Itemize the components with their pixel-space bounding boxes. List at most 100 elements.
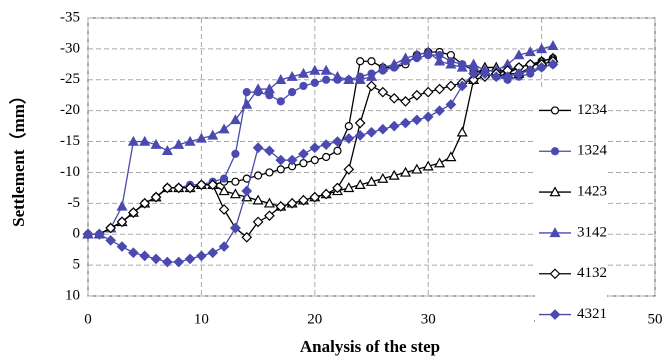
marker — [286, 154, 298, 166]
marker — [332, 136, 343, 147]
marker — [286, 70, 298, 81]
marker — [82, 228, 94, 240]
marker — [422, 160, 434, 171]
marker — [468, 74, 479, 86]
marker — [218, 241, 230, 252]
marker — [388, 120, 400, 132]
marker — [320, 188, 332, 200]
marker — [297, 67, 309, 78]
marker — [275, 74, 287, 84]
y-tick-label: -30 — [60, 40, 80, 56]
marker — [207, 247, 219, 259]
marker — [299, 81, 308, 91]
marker — [343, 182, 355, 193]
marker — [310, 78, 319, 87]
legend-marker — [549, 186, 561, 197]
marker — [150, 138, 162, 149]
marker — [513, 68, 525, 79]
legend-label: 4132 — [577, 265, 607, 281]
marker — [263, 197, 275, 208]
marker — [139, 135, 151, 146]
y-tick-label: -15 — [60, 133, 80, 149]
marker — [196, 179, 207, 191]
x-tick-label: 0 — [84, 311, 92, 327]
marker — [161, 145, 173, 156]
marker — [366, 126, 377, 138]
marker — [309, 142, 321, 154]
marker — [400, 52, 412, 63]
marker — [252, 142, 264, 154]
marker — [139, 250, 151, 262]
marker — [388, 92, 400, 104]
marker — [344, 122, 353, 131]
y-tick-label: 10 — [65, 287, 80, 303]
marker — [242, 88, 251, 97]
marker — [184, 182, 196, 194]
marker — [229, 188, 241, 199]
marker — [229, 114, 241, 125]
y-tick-label: -25 — [60, 71, 80, 87]
marker — [150, 253, 162, 265]
legend-marker — [550, 106, 560, 115]
marker — [400, 117, 411, 129]
y-tick-label: -5 — [68, 195, 81, 211]
marker — [536, 43, 548, 54]
legend-label: 1234 — [577, 102, 608, 118]
marker — [377, 172, 389, 183]
marker — [195, 132, 207, 143]
y-axis-title: Settlement（mm） — [8, 87, 28, 227]
marker — [230, 222, 241, 234]
marker — [93, 228, 105, 240]
marker — [320, 64, 332, 75]
marker — [298, 148, 309, 160]
marker — [524, 65, 536, 76]
marker — [479, 68, 491, 79]
legend-label: 1324 — [577, 143, 608, 159]
marker — [231, 149, 240, 159]
y-tick-label: 5 — [73, 257, 81, 273]
marker — [422, 86, 434, 98]
series — [82, 40, 559, 239]
marker — [547, 40, 559, 51]
marker — [150, 191, 162, 203]
marker — [218, 185, 230, 196]
marker — [309, 64, 321, 75]
y-tick-label: -35 — [60, 9, 80, 25]
marker — [299, 159, 308, 168]
marker — [173, 256, 185, 268]
x-tick-label: 10 — [194, 311, 209, 327]
marker — [309, 191, 321, 203]
marker — [502, 71, 513, 83]
marker — [173, 182, 185, 194]
marker — [139, 197, 151, 209]
marker — [524, 46, 536, 57]
marker — [275, 201, 287, 212]
marker — [434, 83, 445, 95]
marker — [105, 235, 117, 246]
marker — [468, 68, 479, 79]
marker — [275, 154, 287, 166]
marker — [322, 75, 331, 84]
marker — [264, 210, 275, 222]
marker — [388, 58, 400, 69]
series — [82, 55, 559, 243]
marker — [343, 164, 355, 175]
marker — [400, 166, 412, 177]
legend-label: 3142 — [577, 224, 607, 240]
marker — [196, 250, 207, 262]
marker — [367, 57, 376, 66]
x-tick-label: 30 — [421, 311, 436, 327]
marker — [184, 253, 196, 265]
marker — [241, 185, 253, 197]
marker — [105, 222, 117, 234]
marker — [127, 135, 139, 146]
legend-marker — [549, 268, 561, 280]
marker — [365, 175, 378, 186]
marker — [366, 80, 377, 92]
marker — [434, 157, 446, 168]
marker — [434, 105, 445, 117]
marker — [356, 57, 365, 66]
marker — [128, 207, 139, 218]
legend — [535, 90, 607, 335]
marker — [456, 126, 468, 137]
